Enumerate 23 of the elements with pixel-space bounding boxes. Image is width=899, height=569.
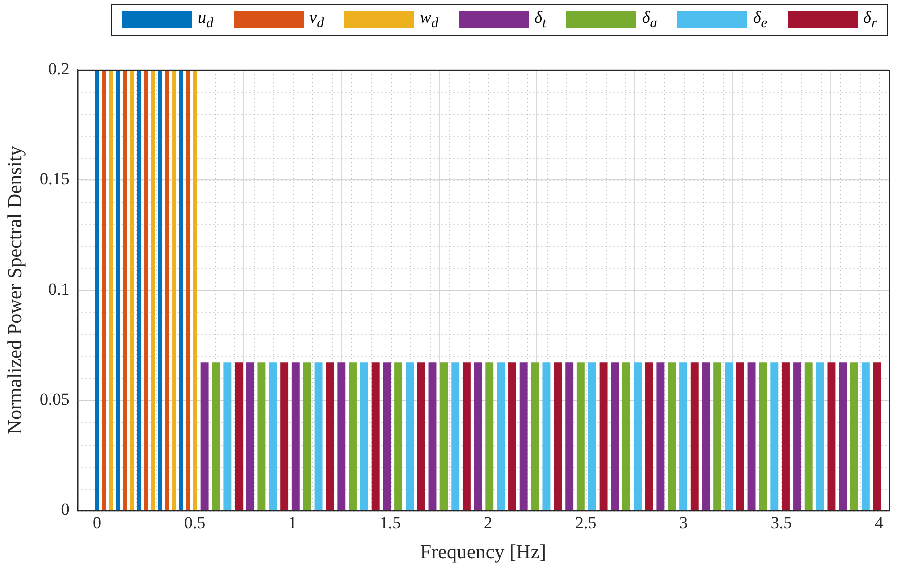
- x-tick-label: 3.5: [770, 513, 792, 532]
- x-tick-label: 3: [679, 513, 688, 532]
- legend-label: v$_{d}$: [310, 8, 324, 32]
- y-tick-label: 0.2: [48, 59, 70, 78]
- legend-label: u$_{d}$: [198, 8, 214, 32]
- y-tick-label: 0.15: [40, 170, 70, 189]
- legend-label: δ$_{e}$: [753, 8, 768, 32]
- x-tick-label: 2: [484, 513, 493, 532]
- legend-label: δ$_{t}$: [534, 8, 546, 32]
- legend-label: δ$_{a}$: [642, 8, 658, 32]
- x-axis-title: Frequency [Hz]: [420, 541, 546, 564]
- y-tick-label: 0: [61, 500, 70, 520]
- x-tick-label: 2.5: [575, 513, 597, 532]
- x-tick-label: 1: [288, 513, 298, 532]
- y-tick-label: 0.1: [48, 280, 70, 299]
- y-axis-title: Normalized Power Spectral Density: [4, 146, 26, 434]
- x-tick-label: 1.5: [380, 513, 402, 532]
- x-tick-label: 0: [93, 513, 102, 532]
- legend-label: δ$_{r}$: [864, 8, 877, 32]
- y-tick-label: 0.05: [40, 390, 70, 409]
- legend-label: w$_{d}$: [420, 8, 439, 32]
- x-tick-label: 4: [874, 513, 884, 532]
- x-tick-label: 0.5: [184, 513, 206, 532]
